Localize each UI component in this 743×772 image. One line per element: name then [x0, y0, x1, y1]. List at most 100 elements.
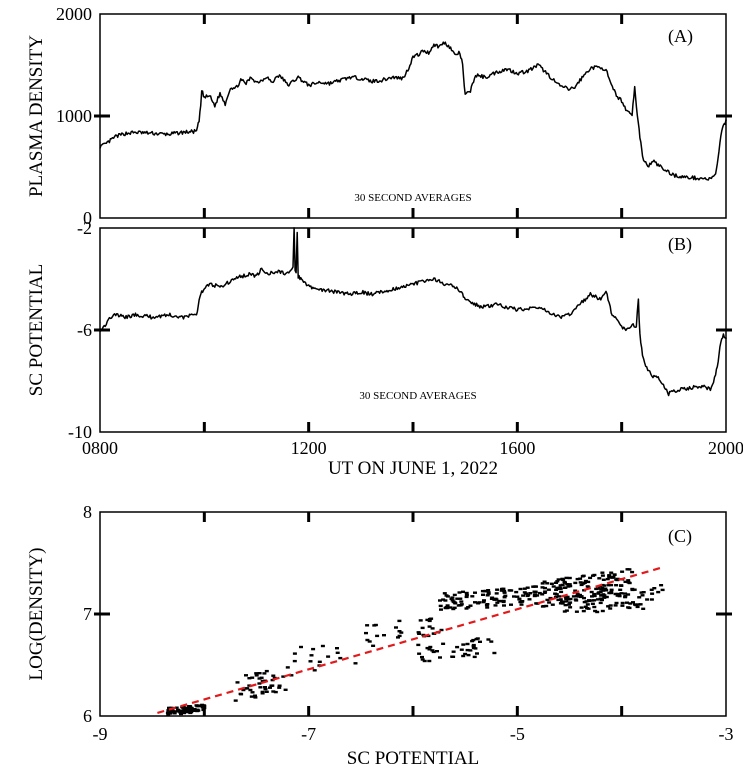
scatter-point	[630, 570, 635, 574]
scatter-point	[567, 576, 572, 580]
scatter-point	[271, 674, 276, 677]
scatter-point	[564, 576, 569, 580]
scatter-point	[637, 596, 642, 599]
scatter-point	[656, 590, 661, 594]
scatter-point	[247, 684, 252, 687]
scatter-point	[365, 638, 370, 642]
scatter-point	[439, 628, 444, 632]
scatter-point	[248, 688, 253, 692]
scatter-point	[244, 674, 248, 677]
scatter-point	[459, 603, 464, 606]
scatter-point	[260, 690, 265, 694]
scatter-point	[253, 694, 257, 697]
scatter-point	[470, 595, 475, 598]
scatter-point	[534, 585, 538, 588]
scatter-point	[486, 638, 491, 641]
scatter-point	[448, 606, 453, 609]
scatter-point	[620, 601, 625, 605]
panel-b-annotation: 30 SECOND AVERAGES	[359, 390, 476, 402]
scatter-point	[501, 600, 506, 604]
scatter-point	[428, 645, 433, 649]
scatter-point	[427, 619, 432, 623]
panel-a-ylabel: PLASMA DENSITY	[26, 35, 47, 197]
scatter-point	[486, 589, 491, 592]
scatter-point	[635, 605, 640, 609]
scatter-point	[166, 711, 171, 715]
scatter-point	[502, 604, 506, 607]
scatter-point	[259, 676, 264, 679]
scatter-point	[588, 576, 593, 580]
scatter-point	[558, 584, 563, 587]
scatter-point	[623, 592, 628, 595]
scatter-point	[601, 578, 606, 581]
scatter-point	[442, 592, 447, 595]
scatter-point	[652, 587, 657, 590]
scatter-point	[472, 655, 477, 659]
scatter-point	[233, 699, 238, 702]
scatter-point	[438, 599, 442, 602]
scatter-point	[602, 594, 607, 597]
scatter-point	[254, 674, 259, 677]
scatter-point	[264, 690, 269, 693]
series-line	[99, 41, 727, 181]
scatter-point	[596, 587, 601, 590]
scatter-point	[452, 601, 457, 604]
scatter-point	[493, 604, 498, 607]
scatter-point	[464, 593, 469, 597]
panel-c-ticks: 6 7 8 -9 -7 -5 -3	[83, 502, 734, 744]
scatter-point	[540, 582, 545, 585]
scatter-point	[431, 650, 436, 654]
scatter-point	[397, 619, 402, 623]
scatter-point	[546, 588, 551, 591]
scatter-point	[270, 684, 275, 687]
scatter-point	[249, 695, 254, 698]
panel-a-ticks: 0 1000 2000	[56, 4, 732, 228]
scatter-point	[553, 595, 558, 599]
scatter-point	[335, 647, 339, 650]
scatter-point	[556, 578, 561, 581]
scatter-point	[597, 577, 602, 580]
scatter-point	[257, 682, 262, 685]
scatter-point	[257, 677, 262, 680]
panel-b: (B) 30 SECOND AVERAGES SC POTENTIAL UT O…	[26, 218, 743, 479]
fit-line	[157, 566, 664, 714]
scatter-point	[585, 603, 590, 606]
scatter-point	[596, 592, 601, 595]
scatter-point	[375, 634, 380, 638]
scatter-point	[600, 583, 605, 587]
scatter-point	[578, 581, 583, 584]
scatter-point	[464, 591, 469, 595]
scatter-point	[545, 582, 550, 585]
scatter-point	[575, 592, 580, 596]
scatter-point	[499, 589, 504, 592]
scatter-point	[599, 588, 604, 591]
scatter-point	[604, 589, 609, 592]
y-tick-label: -6	[77, 320, 92, 340]
panel-c-frame	[99, 511, 727, 717]
scatter-point	[396, 636, 400, 639]
scatter-point	[427, 659, 432, 663]
scatter-point	[575, 577, 580, 581]
scatter-point	[335, 651, 340, 654]
scatter-point	[620, 604, 625, 607]
scatter-point	[189, 710, 194, 713]
y-tick-label: -2	[77, 218, 92, 238]
scatter-point	[631, 601, 635, 604]
scatter-point	[466, 653, 471, 657]
scatter-point	[338, 656, 343, 660]
scatter-point	[609, 571, 614, 574]
scatter-point	[458, 597, 463, 600]
scatter-point	[567, 583, 572, 586]
scatter-point	[456, 604, 461, 607]
scatter-point	[270, 678, 275, 682]
scatter-point	[420, 626, 425, 630]
y-tick-label: 0	[83, 208, 92, 228]
scatter-point	[600, 574, 605, 577]
scatter-point	[182, 709, 187, 713]
scatter-point	[299, 645, 303, 649]
scatter-point	[481, 600, 486, 604]
scatter-point	[568, 606, 573, 609]
scatter-point	[263, 686, 267, 689]
scatter-point	[638, 603, 643, 606]
scatter-point	[473, 601, 477, 604]
